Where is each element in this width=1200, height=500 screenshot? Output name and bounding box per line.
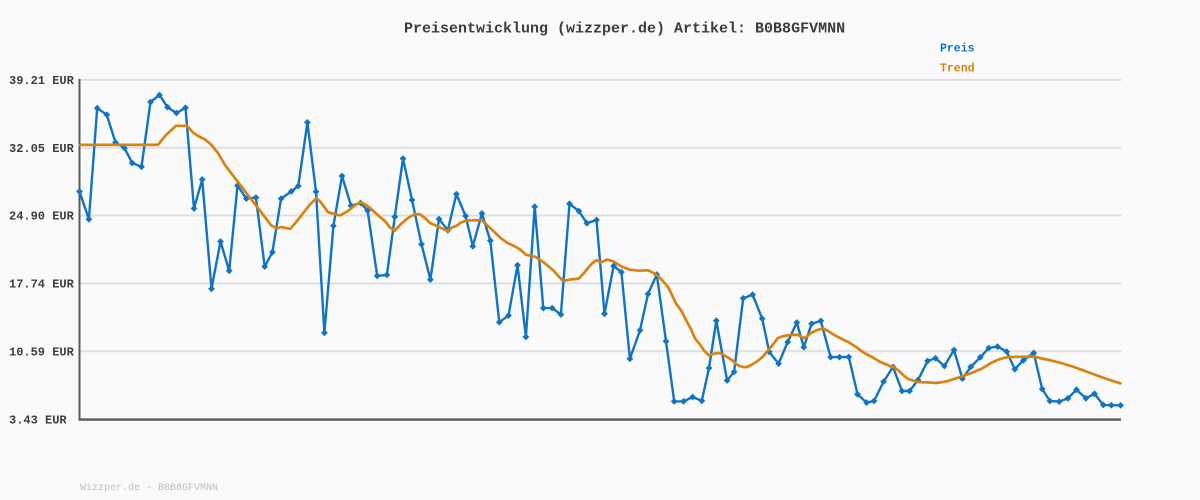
svg-text:24.90 EUR: 24.90 EUR <box>9 210 75 224</box>
svg-text:Wizzper.de - B0B8GFVMNN: Wizzper.de - B0B8GFVMNN <box>80 482 218 494</box>
svg-text:17.74 EUR: 17.74 EUR <box>9 278 75 292</box>
svg-text:3.43 EUR: 3.43 EUR <box>9 413 67 427</box>
svg-text:Preis: Preis <box>940 43 975 56</box>
svg-text:39.21 EUR: 39.21 EUR <box>9 74 75 88</box>
svg-text:Preisentwicklung (wizzper.de): Preisentwicklung (wizzper.de) Artikel: B… <box>404 21 845 38</box>
svg-text:32.05 EUR: 32.05 EUR <box>9 142 75 156</box>
svg-text:Trend: Trend <box>940 63 975 76</box>
svg-text:10.59 EUR: 10.59 EUR <box>9 345 75 359</box>
